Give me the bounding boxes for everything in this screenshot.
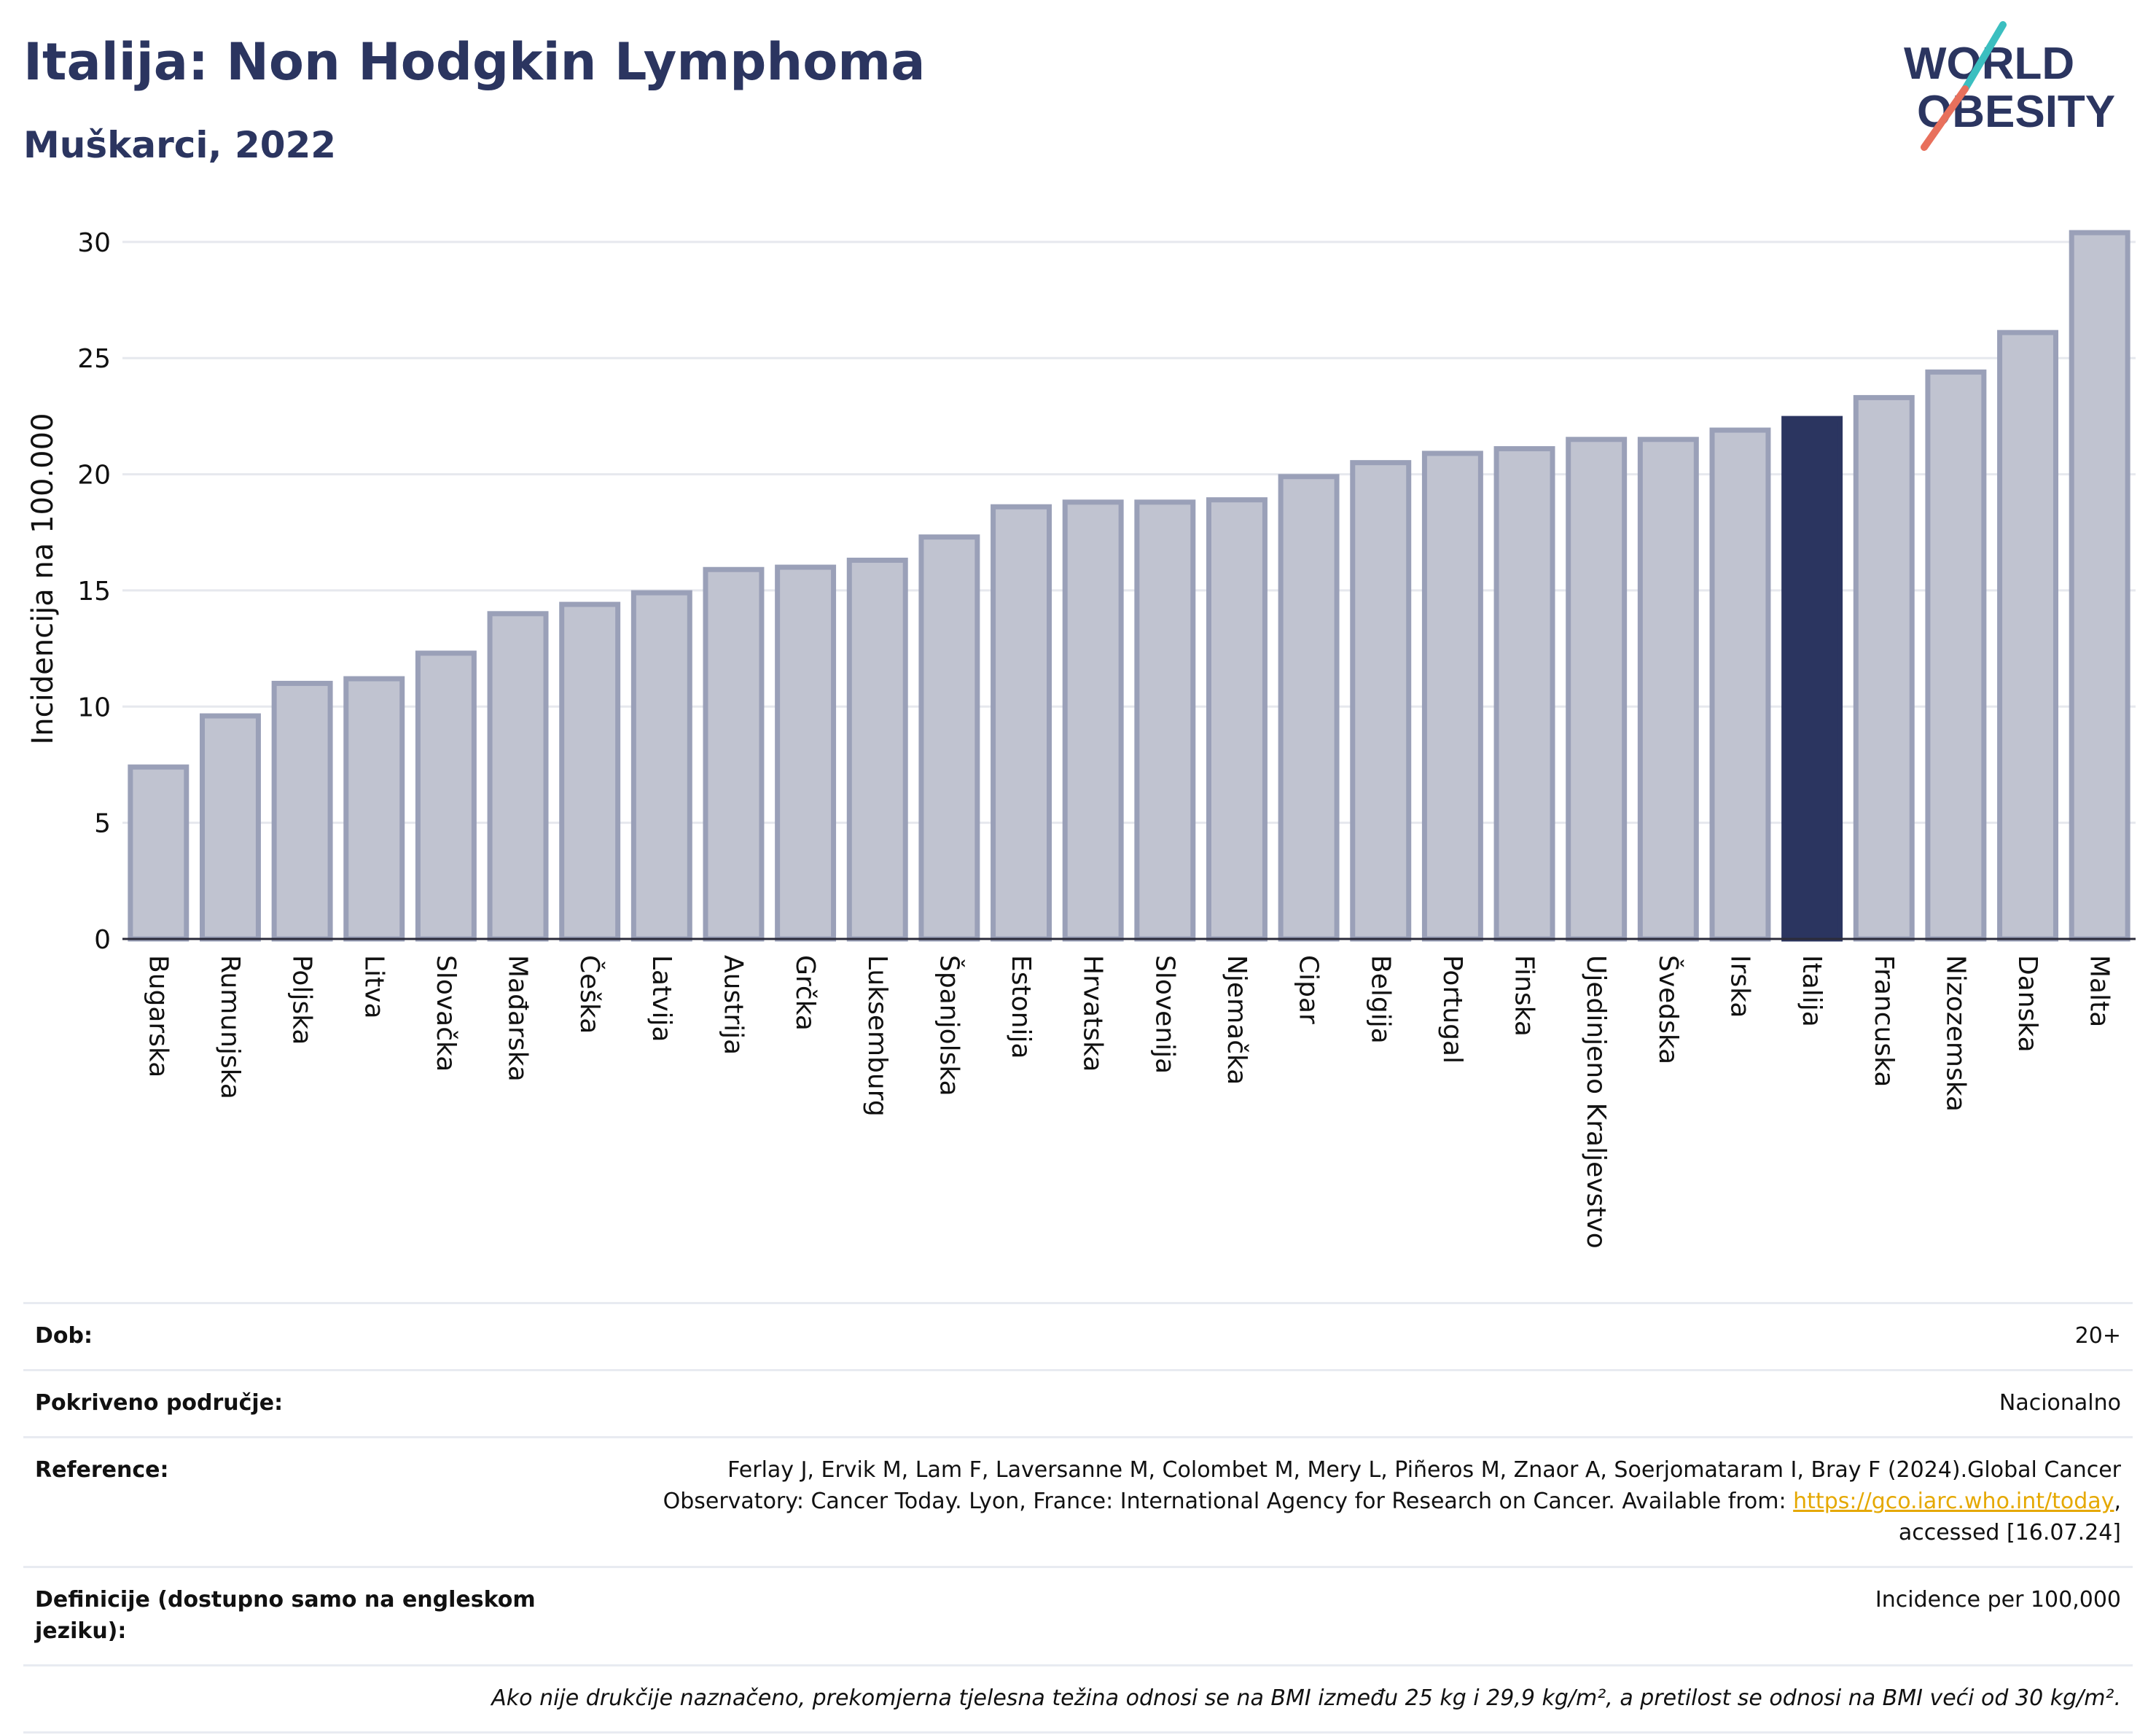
x-tick-label: Španjolska: [934, 955, 964, 1096]
info-table: Dob: 20+ Pokriveno područje: Nacionalno …: [23, 1302, 2133, 1734]
reference-label: Reference:: [35, 1457, 169, 1483]
reference-tail: , accessed [16.07.24]: [1898, 1489, 2121, 1545]
reference-link[interactable]: https://gco.iarc.who.int/today: [1793, 1489, 2114, 1514]
x-tick-label: Nizozemska: [1940, 955, 1970, 1112]
coverage-value: Nacionalno: [1999, 1390, 2121, 1416]
bar-austrija: [703, 566, 765, 942]
reference-text: Ferlay J, Ervik M, Lam F, Laversanne M, …: [663, 1457, 2121, 1514]
y-axis-label: Incidencija na 100.000: [26, 413, 60, 744]
bar-rumunjska: [199, 713, 261, 942]
reference-value: Ferlay J, Ervik M, Lam F, Laversanne M, …: [589, 1454, 2121, 1548]
bar-poljska: [271, 680, 333, 942]
chart-title: Italija: Non Hodgkin Lymphoma: [23, 32, 926, 92]
x-tick-label: Portugal: [1437, 955, 1467, 1064]
bar-slovenija: [1134, 499, 1196, 942]
x-tick-label: Austrija: [718, 955, 748, 1055]
x-tick-label: Slovačka: [431, 955, 461, 1072]
bar-belgija: [1350, 460, 1412, 942]
coverage-label: Pokriveno područje:: [35, 1390, 284, 1416]
info-row-coverage: Pokriveno područje: Nacionalno: [23, 1369, 2133, 1436]
bar-malta: [2069, 230, 2130, 942]
x-tick-label: Njemačka: [1222, 955, 1251, 1085]
bar-latvija: [630, 590, 692, 942]
world-obesity-logo: WORLD OBESITY: [1904, 21, 2115, 151]
x-tick-label: Francuska: [1869, 955, 1899, 1087]
bar-hrvatska: [1062, 499, 1124, 942]
x-tick-label: Latvija: [647, 955, 676, 1042]
x-tick-label: Ujedinjeno Kraljevstvo: [1581, 955, 1611, 1249]
y-tick-label: 10: [77, 693, 111, 722]
x-tick-label: Finska: [1509, 955, 1539, 1037]
y-tick-label: 30: [77, 228, 111, 258]
logo-slash-coral: [1921, 85, 1969, 151]
x-tick-label: Irska: [1725, 955, 1754, 1018]
info-row-note: Ako nije drukčije naznačeno, prekomjerna…: [23, 1664, 2133, 1734]
bar-njemačka: [1206, 497, 1268, 942]
x-tick-label: Luksemburg: [862, 955, 892, 1117]
bar-bugarska: [128, 764, 190, 942]
bar-estonija: [991, 504, 1052, 942]
x-tick-label: Litva: [359, 955, 388, 1019]
x-tick-label: Hrvatska: [1078, 955, 1108, 1072]
x-tick-label: Švedska: [1653, 955, 1684, 1064]
bar-danska: [1997, 330, 2059, 942]
bar-cipar: [1278, 474, 1340, 942]
bar-italija: [1781, 416, 1843, 942]
definitions-value: Incidence per 100,000: [1875, 1587, 2121, 1613]
info-row-reference: Reference: Ferlay J, Ervik M, Lam F, Lav…: [23, 1436, 2133, 1566]
bar-španjolska: [918, 534, 980, 942]
age-value: 20+: [2074, 1323, 2121, 1349]
info-row-definitions: Definicije (dostupno samo na engleskom j…: [23, 1566, 2133, 1664]
bar-portugal: [1421, 451, 1483, 942]
x-tick-label: Slovenija: [1149, 955, 1179, 1074]
bar-grčka: [775, 564, 837, 942]
y-tick-labels: 0 5 10 15 20 25 30: [77, 228, 111, 955]
bar-finska: [1493, 446, 1555, 942]
footnote: Ako nije drukčije naznačeno, prekomjerna…: [491, 1685, 2121, 1711]
chart-subtitle: Muškarci, 2022: [23, 124, 337, 166]
bar-ujedinjeno-kraljevstvo: [1566, 437, 1628, 942]
definitions-label: Definicije (dostupno samo na engleskom j…: [35, 1587, 536, 1644]
bar-chart: 0 5 10 15 20 25 30 Bugarska Rumunjska Poljska Lit…: [26, 228, 2136, 1249]
y-tick-label: 0: [94, 925, 111, 955]
x-tick-label: Belgija: [1365, 955, 1395, 1044]
y-tick-label: 20: [77, 461, 111, 491]
x-tick-label: Grčka: [790, 955, 820, 1031]
bar-slovačka: [415, 650, 477, 942]
x-tick-label: Češka: [574, 955, 605, 1034]
bar-francuska: [1853, 394, 1915, 942]
x-tick-label: Rumunjska: [215, 955, 245, 1099]
y-tick-label: 25: [77, 344, 111, 374]
y-tick-label: 15: [77, 577, 111, 607]
info-row-age: Dob: 20+: [23, 1302, 2133, 1369]
bar-luksemburg: [846, 558, 908, 942]
bar-mađarska: [487, 611, 549, 942]
x-tick-label: Mađarska: [503, 955, 533, 1082]
bar-češka: [559, 601, 621, 942]
x-tick-label: Italija: [1797, 955, 1827, 1027]
bar-švedska: [1637, 437, 1699, 942]
x-tick-label: Danska: [2012, 955, 2042, 1053]
bars: [128, 230, 2130, 942]
x-tick-label: Cipar: [1294, 955, 1324, 1024]
logo-slash-teal: [1961, 21, 2007, 93]
bar-irska: [1709, 427, 1771, 942]
bar-litva: [343, 676, 405, 942]
x-tick-label: Malta: [2085, 955, 2114, 1027]
y-tick-label: 5: [94, 809, 111, 839]
x-tick-label: Estonija: [1006, 955, 1036, 1059]
bar-nizozemska: [1925, 369, 1987, 942]
x-tick-label: Bugarska: [143, 955, 173, 1077]
x-tick-label: Poljska: [287, 955, 317, 1045]
x-tick-labels: Bugarska Rumunjska Poljska Litva Slovačka Mađ…: [143, 955, 2114, 1249]
age-label: Dob:: [35, 1323, 93, 1349]
